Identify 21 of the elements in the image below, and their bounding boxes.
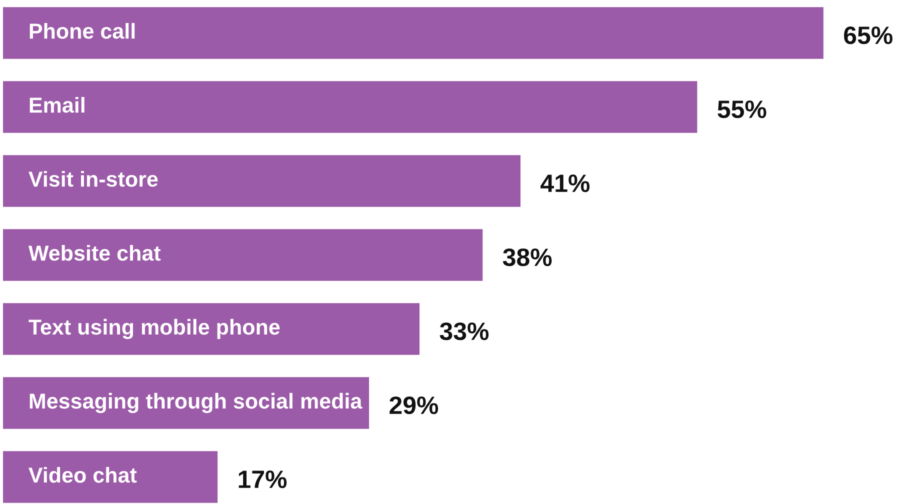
- y-tick-label: Phone call: [30, 22, 135, 39]
- data-label: 41%: [540, 174, 590, 192]
- bar: [3, 229, 483, 281]
- data-label: 55%: [718, 100, 766, 118]
- data-label: 29%: [390, 396, 438, 414]
- y-tick-label: Video chat: [28, 466, 137, 483]
- y-tick-label: Email: [30, 96, 84, 113]
- y-tick-label: Website chat: [28, 244, 161, 261]
- bar: [3, 7, 824, 59]
- bar: [3, 81, 698, 133]
- data-label: 17%: [238, 470, 287, 488]
- data-label: 38%: [502, 248, 552, 266]
- bar: [3, 451, 218, 503]
- y-tick-label: Messaging through social media: [30, 392, 362, 414]
- data-label: 65%: [844, 26, 892, 44]
- y-tick-label: Visit in-store: [28, 170, 158, 187]
- y-tick-label: Text using mobile phone: [28, 318, 280, 340]
- data-label: 33%: [440, 322, 489, 340]
- bar: [3, 377, 370, 429]
- bar: [3, 303, 420, 355]
- bar: [3, 155, 520, 207]
